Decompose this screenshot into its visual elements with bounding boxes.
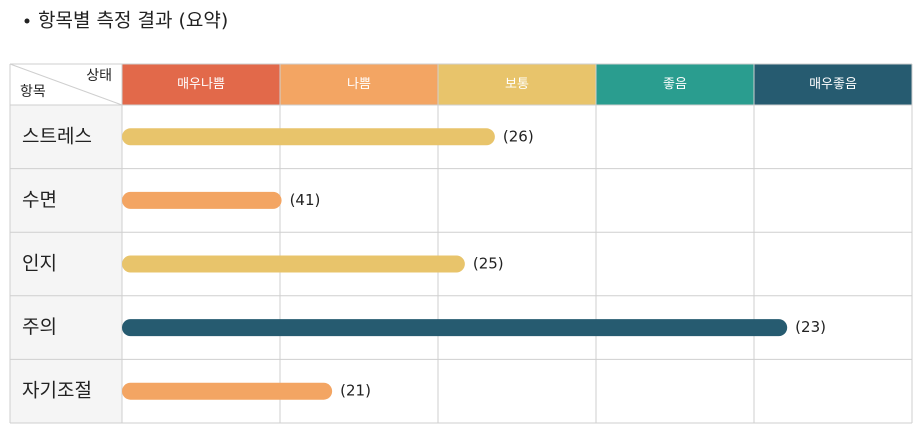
level-bar (122, 382, 333, 400)
page-title: 항목별 측정 결과 (요약) (38, 10, 228, 32)
column-label: 보통 (505, 77, 529, 92)
column-header (280, 64, 438, 105)
corner-column-label: 상태 (86, 68, 112, 84)
corner-row-label: 항목 (20, 84, 46, 100)
score-label: (41) (290, 191, 321, 209)
column-header (754, 64, 912, 105)
score-label: (26) (503, 127, 534, 145)
row-label: 스트레스 (22, 125, 92, 147)
column-label: 좋음 (663, 77, 687, 92)
score-label: (21) (340, 382, 371, 400)
row-label: 수면 (22, 189, 57, 211)
column-header (596, 64, 754, 105)
level-bar (122, 128, 495, 146)
column-label: 나쁨 (347, 77, 371, 92)
row-header-bg (10, 105, 122, 423)
level-bar (122, 319, 788, 337)
column-label: 매우나쁨 (177, 77, 225, 92)
bullet (24, 18, 30, 24)
level-bar (122, 191, 282, 209)
column-label: 매우좋음 (809, 77, 857, 92)
cell-border (9, 63, 123, 106)
column-header (122, 64, 280, 105)
score-label: (23) (795, 318, 826, 336)
row-label: 인지 (22, 253, 57, 275)
level-bar (122, 255, 465, 273)
column-header (438, 64, 596, 105)
score-label: (25) (473, 255, 504, 273)
row-label: 주의 (22, 316, 57, 338)
row-label: 자기조절 (22, 380, 92, 402)
